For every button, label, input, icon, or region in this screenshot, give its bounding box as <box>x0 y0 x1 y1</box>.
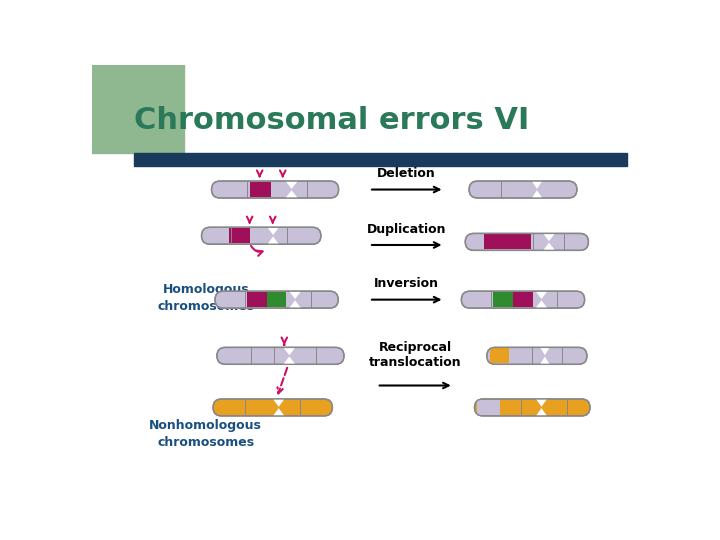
Polygon shape <box>289 291 301 299</box>
Bar <box>490 348 509 363</box>
Text: Chromosomal errors VI: Chromosomal errors VI <box>134 106 529 135</box>
Polygon shape <box>532 181 542 189</box>
Polygon shape <box>540 347 549 355</box>
Polygon shape <box>532 190 542 198</box>
FancyBboxPatch shape <box>212 181 338 198</box>
Polygon shape <box>285 190 297 198</box>
Polygon shape <box>285 181 297 189</box>
Bar <box>513 292 533 307</box>
Polygon shape <box>289 300 301 308</box>
Text: Deletion: Deletion <box>377 167 436 180</box>
FancyBboxPatch shape <box>465 233 588 251</box>
Bar <box>484 234 531 249</box>
Polygon shape <box>536 300 547 308</box>
Polygon shape <box>283 356 295 365</box>
FancyBboxPatch shape <box>213 399 333 416</box>
Polygon shape <box>267 227 279 235</box>
Bar <box>134 153 627 166</box>
Bar <box>92 65 184 153</box>
Bar <box>229 228 251 244</box>
Text: Nonhomologous
chromosomes: Nonhomologous chromosomes <box>149 419 262 449</box>
Bar <box>247 292 266 307</box>
Polygon shape <box>543 242 555 251</box>
FancyBboxPatch shape <box>474 399 590 416</box>
Polygon shape <box>536 399 547 407</box>
Bar <box>266 292 287 307</box>
FancyBboxPatch shape <box>202 227 321 244</box>
Polygon shape <box>283 347 295 355</box>
Polygon shape <box>536 408 547 416</box>
Bar <box>250 182 271 197</box>
Polygon shape <box>273 399 284 407</box>
Bar <box>493 292 513 307</box>
Text: Duplication: Duplication <box>367 222 446 236</box>
FancyBboxPatch shape <box>487 347 587 365</box>
FancyBboxPatch shape <box>469 181 577 198</box>
FancyBboxPatch shape <box>217 347 344 365</box>
FancyBboxPatch shape <box>215 291 338 308</box>
Polygon shape <box>267 237 279 244</box>
Text: Inversion: Inversion <box>374 278 439 291</box>
Text: Homologous
chromosomes: Homologous chromosomes <box>157 283 254 313</box>
Polygon shape <box>543 233 555 241</box>
Polygon shape <box>540 356 549 365</box>
FancyBboxPatch shape <box>462 291 585 308</box>
Bar <box>477 400 500 415</box>
Polygon shape <box>536 291 547 299</box>
Text: Reciprocal
translocation: Reciprocal translocation <box>369 341 462 369</box>
Polygon shape <box>273 408 284 416</box>
